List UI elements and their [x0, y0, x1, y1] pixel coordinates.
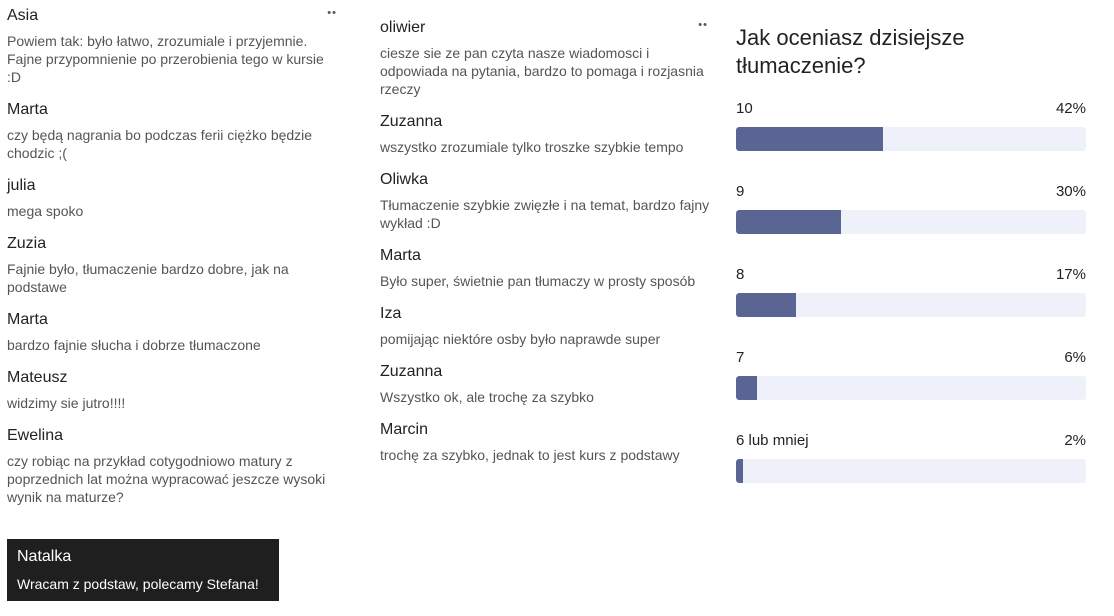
poll-option-label: 9	[736, 183, 745, 200]
comment-item: Zuzia Fajnie było, tłumaczenie bardzo do…	[7, 234, 335, 296]
comment-text: widzimy sie jutro!!!!	[7, 395, 126, 411]
comment-item: Zuzanna wszystko zrozumiale tylko troszk…	[380, 112, 710, 156]
poll-bar-track	[736, 459, 1086, 483]
comment-author: julia	[7, 177, 36, 194]
comment-item: julia mega spoko	[7, 176, 335, 220]
comment-author: Mateusz	[7, 369, 68, 386]
poll-option-percent: 6%	[1064, 349, 1086, 366]
comment-author: Oliwka	[380, 171, 429, 188]
comment-author: Iza	[380, 305, 402, 322]
poll-option-percent: 30%	[1055, 183, 1086, 200]
comment-text: mega spoko	[7, 203, 84, 219]
poll-option-label: 6 lub mniej	[736, 432, 809, 449]
poll-bar-fill	[736, 210, 841, 234]
poll-bar-track	[736, 376, 1086, 400]
poll-bar-fill	[736, 293, 796, 317]
poll-bar-fill	[736, 127, 883, 151]
comment-author: Marcin	[380, 421, 429, 438]
comment-item: Ewelina czy robiąc na przykład cotygodni…	[7, 426, 335, 506]
highlighted-comment-author: Natalka	[17, 548, 72, 565]
highlighted-comment: Natalka Wracam z podstaw, polecamy Stefa…	[7, 539, 279, 601]
poll-bar-track	[736, 293, 1086, 317]
comment-author: Marta	[7, 101, 48, 118]
poll-option-label: 8	[736, 266, 745, 283]
poll-option: 8 17%	[736, 266, 1086, 349]
more-dots-icon[interactable]: ••	[698, 19, 708, 31]
comment-item: Marta czy będą nagrania bo podczas ferii…	[7, 100, 335, 162]
comment-text: ciesze sie ze pan czyta nasze wiadomosci…	[380, 45, 704, 97]
comment-author: Ewelina	[7, 427, 64, 444]
comment-text: czy będą nagrania bo podczas ferii ciężk…	[7, 127, 313, 161]
comment-item: Marta Było super, świetnie pan tłumaczy …	[380, 246, 710, 290]
comment-item: Zuzanna Wszystko ok, ale trochę za szybk…	[380, 362, 710, 406]
poll-option: 10 42%	[736, 100, 1086, 183]
poll-title: Jak oceniasz dzisiejsze tłumaczenie?	[736, 25, 965, 78]
poll-option: 6 lub mniej 2%	[736, 432, 1086, 515]
comment-text: wszystko zrozumiale tylko troszke szybki…	[380, 139, 684, 155]
comment-author: Zuzanna	[380, 113, 443, 130]
comment-item: Marcin trochę za szybko, jednak to jest …	[380, 420, 710, 464]
comment-text: czy robiąc na przykład cotygodniowo matu…	[7, 453, 326, 505]
poll-bar-track	[736, 127, 1086, 151]
poll-option-percent: 42%	[1055, 100, 1086, 117]
poll-bar-track	[736, 210, 1086, 234]
comment-item: Mateusz widzimy sie jutro!!!!	[7, 368, 335, 412]
comment-text: pomijając niektóre osby było naprawde su…	[380, 331, 661, 347]
comment-author: Zuzia	[7, 235, 47, 252]
highlighted-comment-text: Wracam z podstaw, polecamy Stefana!	[17, 576, 259, 592]
comment-author: Zuzanna	[380, 363, 443, 380]
comment-item: Oliwka Tłumaczenie szybkie zwięzłe i na …	[380, 170, 710, 232]
poll-bar-fill	[736, 376, 757, 400]
poll-option-label: 10	[736, 100, 753, 117]
comment-text: Było super, świetnie pan tłumaczy w pros…	[380, 273, 696, 289]
comment-text: Tłumaczenie szybkie zwięzłe i na temat, …	[380, 197, 710, 231]
comment-author: oliwier	[380, 19, 426, 36]
comment-item: Asia Powiem tak: było łatwo, zrozumiale …	[7, 0, 335, 86]
poll-option-percent: 2%	[1064, 432, 1086, 449]
comment-text: Powiem tak: było łatwo, zrozumiale i prz…	[7, 33, 324, 85]
comment-text: bardzo fajnie słucha i dobrze tłumaczone	[7, 337, 261, 353]
poll-option-label: 7	[736, 349, 745, 366]
poll-option: 9 30%	[736, 183, 1086, 266]
comment-author: Marta	[380, 247, 421, 264]
comment-author: Asia	[7, 7, 39, 24]
comment-item: Iza pomijając niektóre osby było naprawd…	[380, 304, 710, 348]
poll-bar-fill	[736, 459, 743, 483]
comment-text: Wszystko ok, ale trochę za szybko	[380, 389, 594, 405]
poll-option: 7 6%	[736, 349, 1086, 432]
comment-author: Marta	[7, 311, 48, 328]
comment-text: Fajnie było, tłumaczenie bardzo dobre, j…	[7, 261, 289, 295]
comments-column-middle: •• oliwier ciesze sie ze pan czyta nasze…	[380, 0, 710, 478]
comments-column-left: •• Asia Powiem tak: było łatwo, zrozumia…	[7, 0, 337, 520]
poll-results-panel: Jak oceniasz dzisiejsze tłumaczenie? 10 …	[736, 0, 1086, 515]
comment-item: oliwier ciesze sie ze pan czyta nasze wi…	[380, 0, 710, 98]
poll-option-percent: 17%	[1055, 266, 1086, 283]
more-dots-icon[interactable]: ••	[327, 7, 337, 19]
comment-text: trochę za szybko, jednak to jest kurs z …	[380, 447, 680, 463]
comment-item: Marta bardzo fajnie słucha i dobrze tłum…	[7, 310, 335, 354]
